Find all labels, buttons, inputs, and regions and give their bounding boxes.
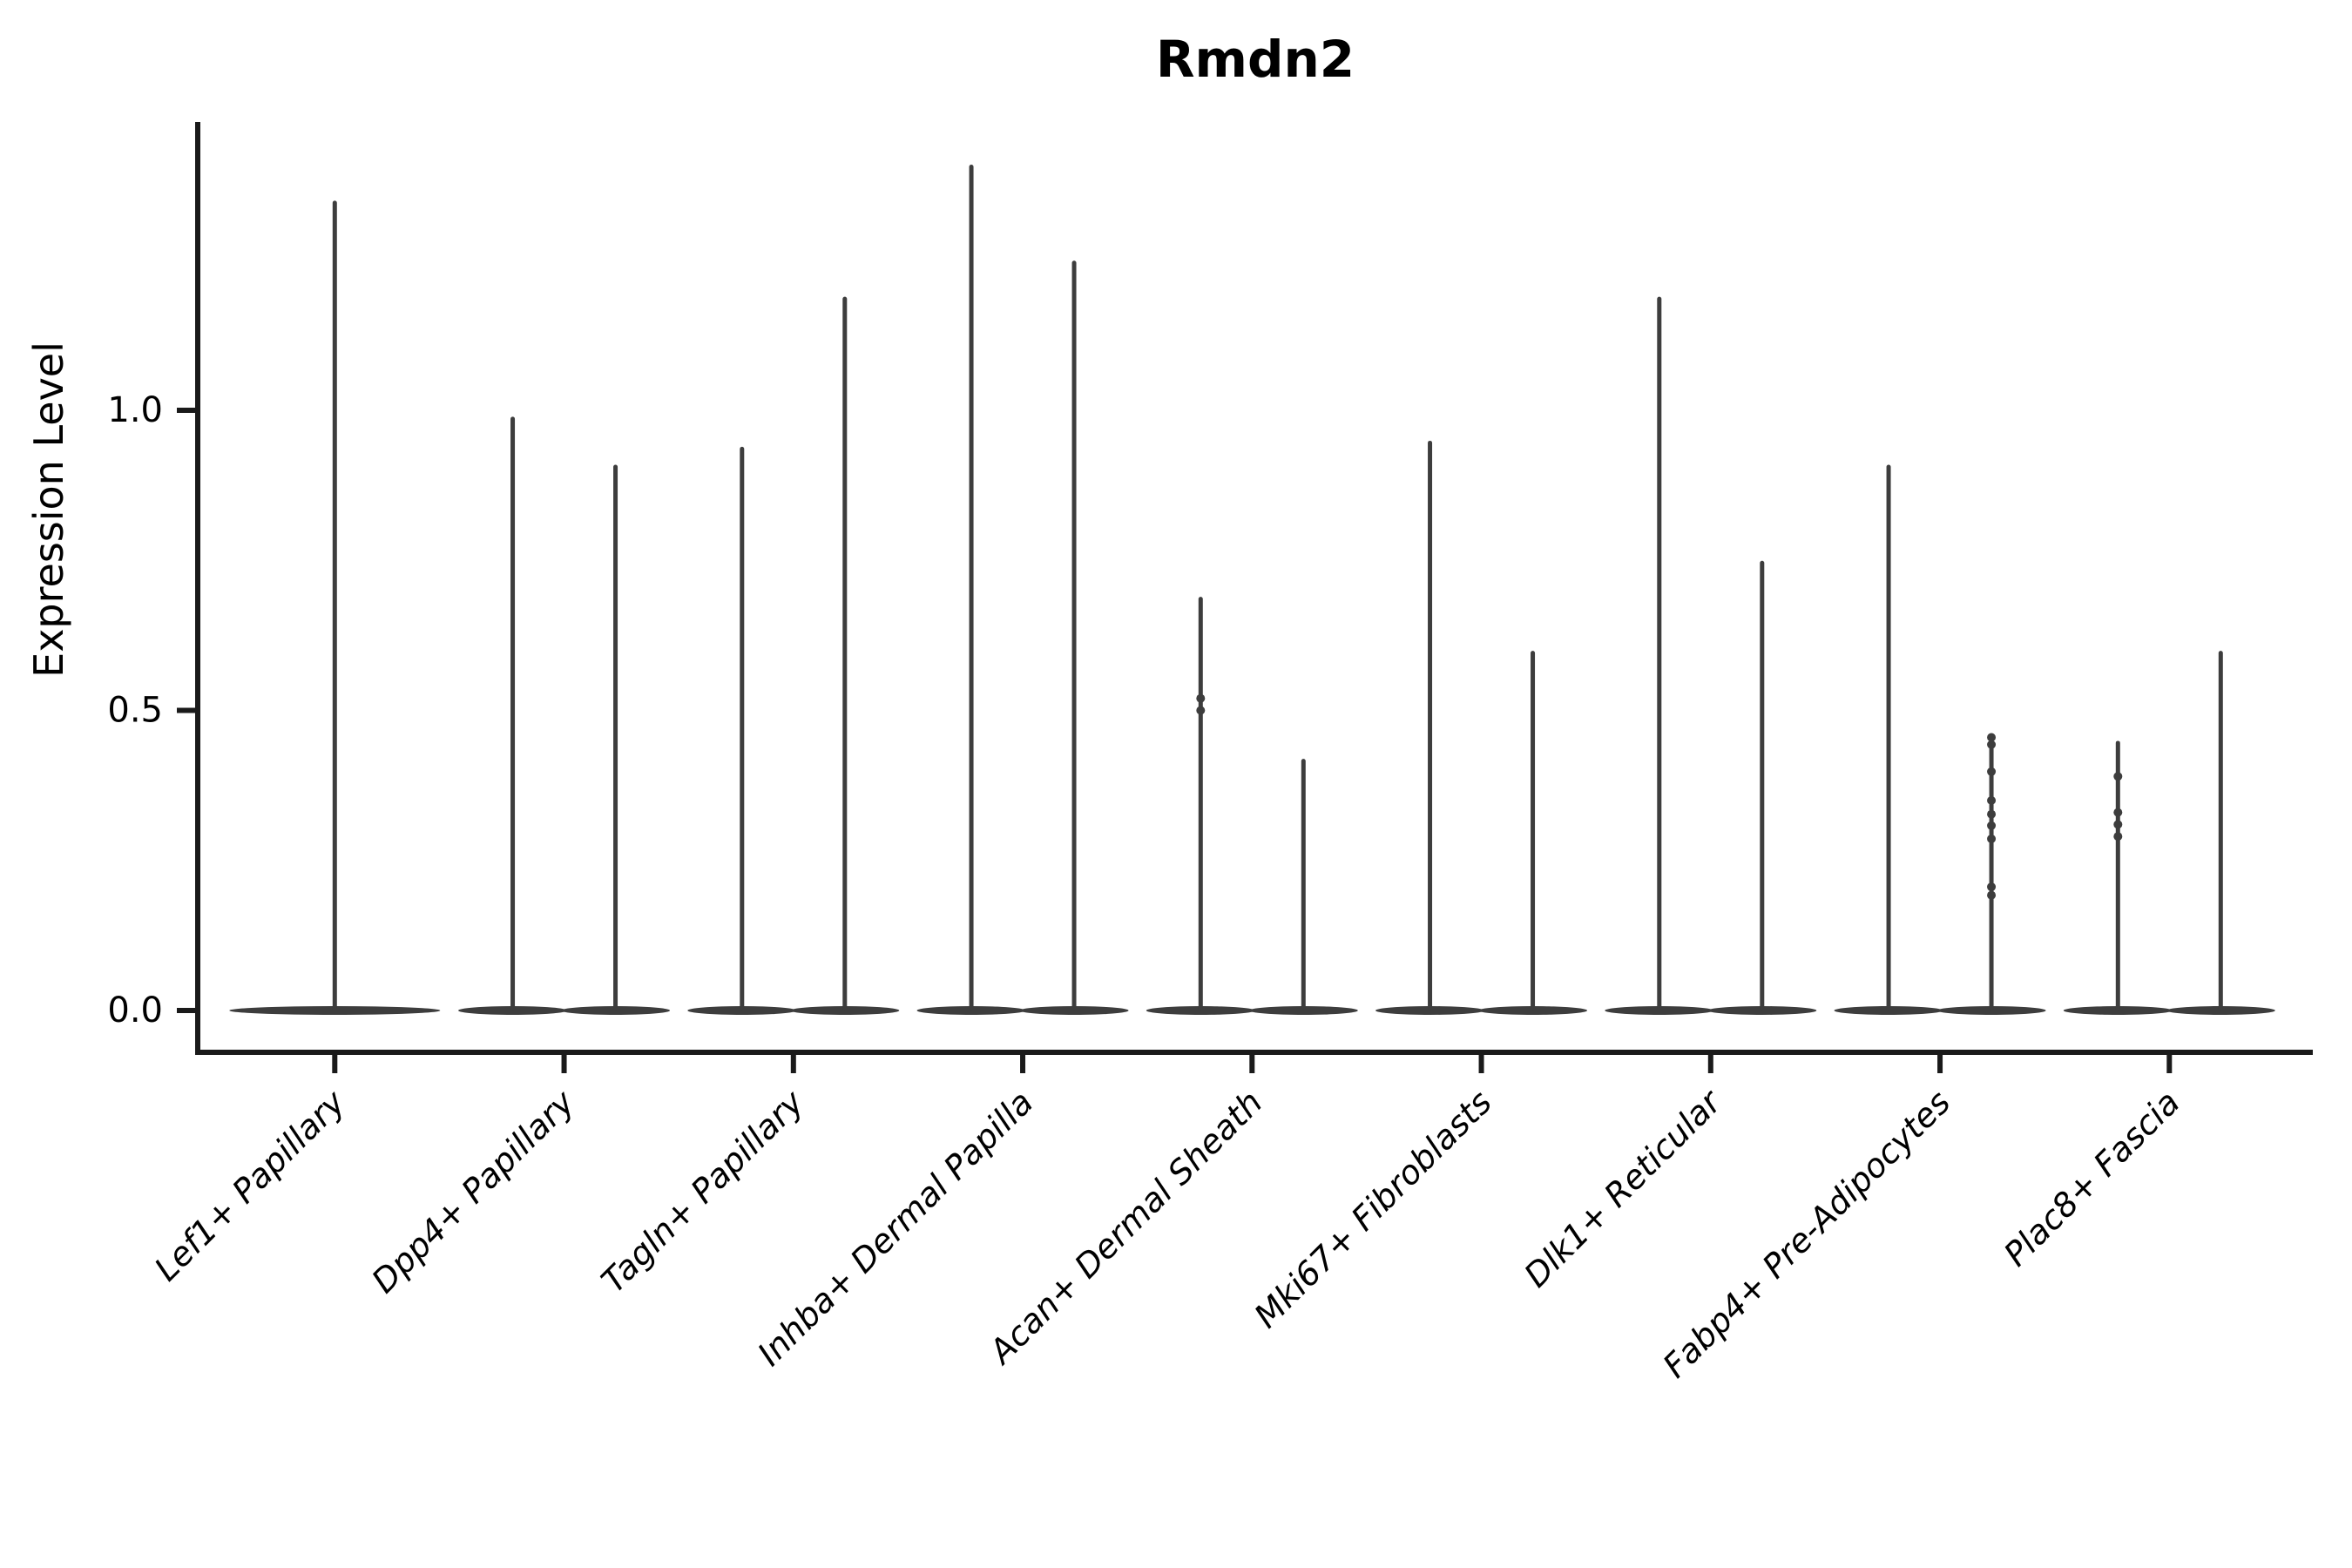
expression-point	[1987, 834, 1997, 843]
expression-point	[2113, 820, 2123, 829]
violin	[1375, 440, 1485, 1015]
violin	[2166, 651, 2275, 1015]
expression-point	[1987, 733, 1997, 742]
expression-point	[1987, 809, 1997, 819]
expression-point	[1987, 795, 1997, 805]
y-axis-label: Expression Level	[25, 341, 72, 678]
expression-point	[1987, 890, 1997, 900]
violins-layer	[229, 165, 2275, 1015]
violin	[1248, 759, 1358, 1015]
violin	[1707, 560, 1817, 1015]
expression-point	[1196, 706, 1206, 715]
violin	[1605, 296, 1714, 1015]
y-tick-label: 1.0	[107, 390, 163, 430]
y-tick-label: 0.5	[107, 691, 163, 731]
expression-point	[2113, 808, 2123, 817]
violin	[1146, 597, 1255, 1015]
chart-title: Rmdn2	[1156, 30, 1355, 89]
violin	[1478, 651, 1588, 1015]
y-axis-ticks: 0.0 0.5 1.0	[107, 390, 198, 1031]
violin	[458, 416, 568, 1015]
violin	[2063, 740, 2173, 1015]
expression-point	[2113, 832, 2123, 841]
expression-point	[1987, 882, 1997, 892]
violin	[687, 446, 797, 1015]
violin	[916, 165, 1026, 1015]
violin	[1019, 260, 1129, 1015]
violin	[1936, 733, 2046, 1015]
violin	[561, 464, 671, 1015]
violin	[790, 296, 900, 1015]
expression-point	[1196, 693, 1206, 703]
expression-point	[1987, 767, 1997, 776]
y-tick-label: 0.0	[107, 990, 163, 1031]
expression-point	[1987, 740, 1997, 749]
expression-point	[1987, 821, 1997, 830]
violin	[229, 200, 441, 1015]
expression-point	[2113, 772, 2123, 781]
violin	[1834, 464, 1943, 1015]
